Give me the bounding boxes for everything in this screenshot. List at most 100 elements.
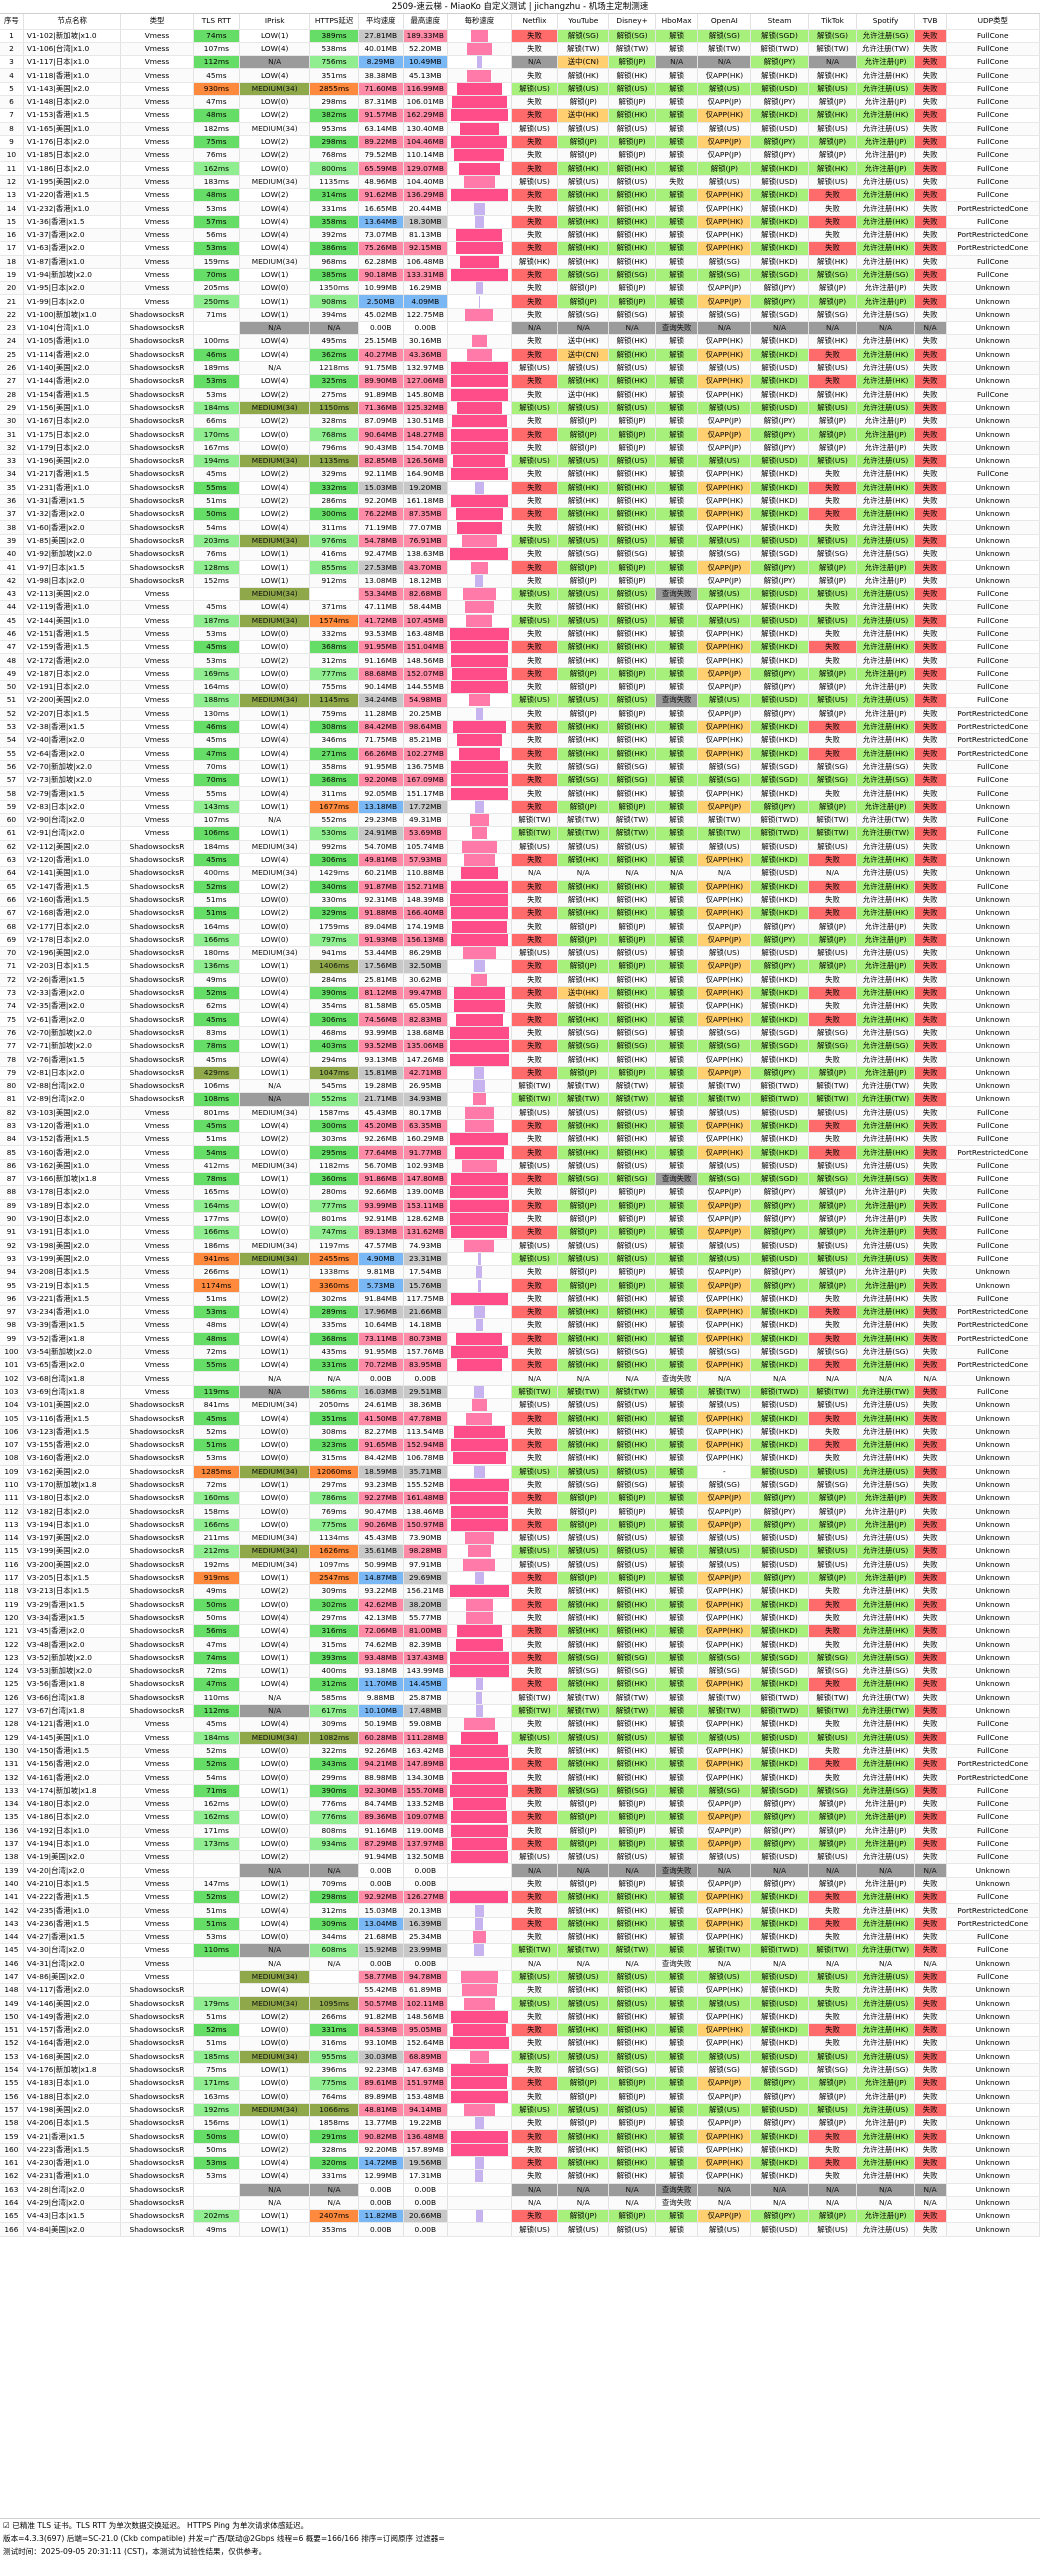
speed-sparkline xyxy=(447,2222,512,2237)
tls-rtt xyxy=(193,2183,241,2197)
udp-type: Unknown xyxy=(946,547,1040,562)
steam-status: 解锁(HKD) xyxy=(750,1332,809,1346)
openai-status: 仅APP(JP) xyxy=(697,1212,752,1227)
tls-rtt: 70ms xyxy=(193,268,241,283)
netflix-status: 解锁(US) xyxy=(511,693,559,708)
row-index: 2 xyxy=(0,42,24,57)
hbomax-status: 解锁 xyxy=(655,880,699,894)
netflix-status: N/A xyxy=(511,1863,559,1878)
node-type: Vmess xyxy=(120,1930,194,1945)
speed-sparkline xyxy=(447,1332,512,1346)
node-type: Vmess xyxy=(120,1265,194,1280)
udp-type: Unknown xyxy=(946,1558,1040,1572)
tiktok-status: 失败 xyxy=(808,241,858,256)
udp-type: Unknown xyxy=(946,441,1040,456)
openai-status: 仅APP(JP) xyxy=(697,294,752,309)
steam-status: 解锁(SGD) xyxy=(750,1651,809,1666)
openai-status: 仅APP(HK) xyxy=(697,640,752,655)
tls-rtt: 266ms xyxy=(193,1265,241,1280)
node-name: V1-220|香港|x1.5 xyxy=(23,188,122,203)
steam-status: 解锁(SGD) xyxy=(750,1345,809,1360)
tiktok-status: 失败 xyxy=(808,228,858,243)
ip-risk: N/A xyxy=(239,1079,311,1094)
tvb-status: 失败 xyxy=(914,1824,947,1838)
row-index: 152 xyxy=(0,2036,24,2051)
hbomax-status: 解锁 xyxy=(655,454,699,469)
spotify-status: 允许注册(HK) xyxy=(856,1917,915,1931)
speed-sparkline xyxy=(447,2050,512,2064)
udp-type: Unknown xyxy=(946,574,1040,588)
tls-rtt: 1285ms xyxy=(193,1465,241,1479)
speed-bar xyxy=(450,641,509,653)
openai-status: 解锁(SG) xyxy=(697,1651,752,1666)
hbomax-status: 解锁 xyxy=(655,1996,699,2011)
node-name: V1-102|新加坡|x1.0 xyxy=(23,29,122,43)
tvb-status: 失败 xyxy=(914,2023,947,2038)
hbomax-status: 解锁 xyxy=(655,108,699,123)
speed-bar xyxy=(459,122,500,135)
speed-sparkline xyxy=(447,1624,512,1639)
ip-risk: LOW(1) xyxy=(239,1265,311,1280)
steam-status: 解锁(SGD) xyxy=(750,1172,809,1187)
tiktok-status: 解锁(US) xyxy=(808,122,858,136)
spotify-status: 允许注册(US) xyxy=(856,175,915,190)
openai-status: 仅APP(HK) xyxy=(697,507,752,522)
table-row: 105 V3-116|香港|x1.5 ShadowsocksR 45ms LOW(4) 3… xyxy=(0,1411,1040,1426)
row-index: 108 xyxy=(0,1451,24,1466)
max-speed: 98.64MB xyxy=(403,720,449,735)
netflix-status: 失败 xyxy=(511,733,559,748)
youtube-status: 解锁(HK) xyxy=(557,2036,610,2051)
openai-status: 仅APP(HK) xyxy=(697,853,752,868)
tvb-status: 失败 xyxy=(914,1358,947,1373)
speed-bar xyxy=(450,2010,509,2023)
youtube-status: 解锁(HK) xyxy=(557,1305,610,1320)
ip-risk: LOW(2) xyxy=(239,2143,311,2158)
youtube-status: 解锁(JP) xyxy=(557,574,610,588)
node-type: Vmess xyxy=(120,228,194,243)
speed-bar xyxy=(475,2210,484,2222)
row-index: 68 xyxy=(0,919,24,934)
tvb-status: 失败 xyxy=(914,1265,947,1280)
spotify-status: 允许注册(HK) xyxy=(856,1145,915,1160)
node-type: Vmess xyxy=(120,600,194,615)
table-row: 2 V1-106|台湾|x1.0 Vmess 107ms LOW(4) 538ms 40.0… xyxy=(0,42,1040,57)
openai-status: 仅APP(HK) xyxy=(697,1318,752,1333)
avg-speed: 45.20MB xyxy=(358,1119,404,1134)
spotify-status: 允许注册(HK) xyxy=(856,1332,915,1346)
steam-status: 解锁(HKD) xyxy=(750,1425,809,1439)
tiktok-status: N/A xyxy=(808,2196,858,2211)
hbomax-status: 解锁 xyxy=(655,760,699,775)
row-index: 79 xyxy=(0,1066,24,1080)
youtube-status: 解锁(SG) xyxy=(557,29,610,43)
tiktok-status: 解锁(SG) xyxy=(808,1172,858,1187)
spotify-status: 允许注册(HK) xyxy=(856,653,915,668)
udp-type: Unknown xyxy=(946,321,1040,336)
https-latency: 311ms xyxy=(309,786,359,801)
steam-status: 解锁(HKD) xyxy=(750,1903,809,1918)
avg-speed: 93.18MB xyxy=(358,1664,404,1679)
openai-status: 仅APP(JP) xyxy=(697,1185,752,1200)
node-name: V4-174|新加坡|x1.8 xyxy=(23,1784,122,1798)
tls-rtt: 47ms xyxy=(193,747,241,761)
udp-type: FullCone xyxy=(946,1159,1040,1174)
youtube-status: 解锁(JP) xyxy=(557,667,610,682)
https-latency: 797ms xyxy=(309,933,359,947)
tls-rtt: 66ms xyxy=(193,414,241,429)
tiktok-status: 失败 xyxy=(808,1305,858,1320)
tls-rtt: 841ms xyxy=(193,1398,241,1413)
netflix-status: 解锁(US) xyxy=(511,534,559,549)
row-index: 117 xyxy=(0,1571,24,1586)
udp-type: Unknown xyxy=(946,1531,1040,1546)
table-row: 104 V3-101|美国|x2.0 ShadowsocksR 841ms MEDIUM… xyxy=(0,1398,1040,1413)
node-name: V1-232|香港|x1.0 xyxy=(23,201,122,216)
ip-risk: LOW(2) xyxy=(239,148,311,163)
disney-status: 解锁(JP) xyxy=(608,1212,656,1227)
node-name: V1-105|香港|x1.0 xyxy=(23,334,122,349)
column-header: 每秒速度 xyxy=(447,14,512,30)
disney-status: 解锁(JP) xyxy=(608,135,656,150)
max-speed: 163.48MB xyxy=(403,627,449,642)
openai-status: 仅APP(JP) xyxy=(697,707,752,721)
udp-type: FullCone xyxy=(946,1132,1040,1147)
https-latency: 306ms xyxy=(309,1012,359,1027)
node-name: V3-190|日本|x2.0 xyxy=(23,1212,122,1227)
